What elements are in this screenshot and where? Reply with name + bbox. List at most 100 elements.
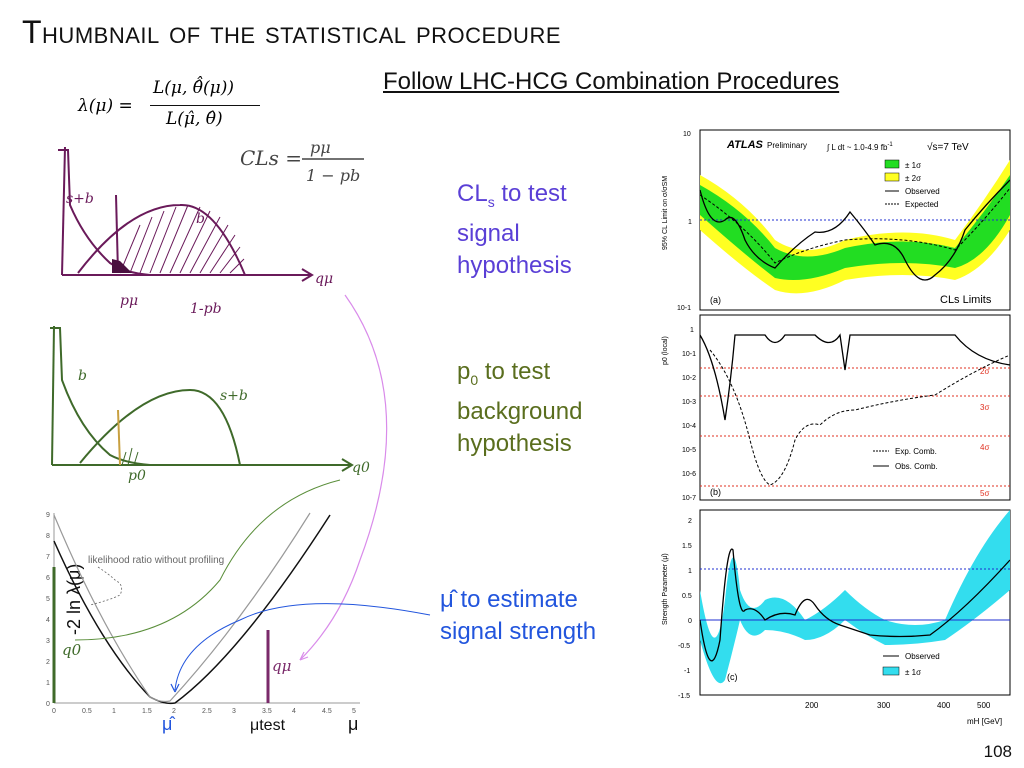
panel-a: ATLAS Preliminary ∫ L dt ~ 1.0-4.9 fb-1 …	[662, 129, 1011, 312]
cls-label-sub: s	[487, 193, 495, 210]
panel-b: Exp. Comb. Obs. Comb. 2σ 3σ 4σ 5σ (b) 1 …	[662, 314, 1011, 502]
lambda-xtick: 2.5	[202, 708, 212, 715]
svg-text:10-3: 10-3	[682, 399, 696, 406]
cls-formula-den: 1 − pb	[306, 166, 360, 185]
lambda-ytick: 7	[46, 554, 50, 561]
svg-text:10-5: 10-5	[682, 447, 696, 454]
atlas-lumi: ∫ L dt ~ 1.0-4.9 fb-1	[826, 142, 893, 152]
formula-numerator: L(μ, θ̂̂(μ))	[153, 78, 234, 98]
slide-title: Thumbnail of the statistical procedure	[22, 14, 562, 50]
sketch1-pmu-label: pμ	[120, 293, 138, 309]
cls-formula-num: pμ	[310, 138, 331, 157]
atlas-preliminary: Preliminary	[767, 141, 807, 150]
sketch2-b-curve	[50, 327, 151, 466]
lambda-ytick: 4	[46, 617, 50, 624]
sigma-2: 2σ	[980, 367, 989, 376]
qmu-label: qμ	[272, 657, 291, 675]
sketch2-cut-line	[117, 409, 121, 466]
panel-a-ylabel: 95% CL Limit on σ/σSM	[662, 176, 669, 250]
band-c	[700, 510, 1010, 684]
observed-c-curve	[699, 548, 1011, 662]
sketch1-pmu-fill	[112, 259, 132, 273]
legend-b-exp: Exp. Comb.	[895, 447, 937, 456]
lambda-xtick: 2	[172, 708, 176, 715]
panel-c-yticks: 2 1.5 1 0.5 0 -0.5 -1 -1.5	[678, 518, 692, 700]
page-number: 108	[983, 742, 1012, 761]
panel-a-tick-10: 10	[683, 131, 691, 138]
p0-label-sub: 0	[470, 371, 479, 388]
svg-text:-0.5: -0.5	[678, 643, 690, 650]
lambda-ytick: 9	[46, 512, 50, 519]
slide-subtitle: Follow LHC-HCG Combination Procedures	[383, 68, 840, 95]
svg-text:10-2: 10-2	[682, 375, 696, 382]
lambda-ytick: 1	[46, 680, 50, 687]
lambda-xtick: 0	[52, 708, 56, 715]
sketch1-cut-line	[115, 194, 119, 274]
cls-label: CLs to test signal hypothesis	[457, 178, 572, 282]
lambda-xtick: 3	[232, 708, 236, 715]
sketch2-x-axis	[52, 458, 354, 472]
svg-text:-1.5: -1.5	[678, 693, 690, 700]
cls-label-line3: hypothesis	[457, 251, 572, 279]
svg-text:500: 500	[977, 701, 991, 710]
lambda-ytick: 6	[46, 575, 50, 582]
sketch2-b-label: b	[78, 368, 87, 384]
cls-label-cl: CL	[457, 180, 488, 207]
sketch2-sb-label: s+b	[220, 388, 248, 404]
panel-b-ylabel: p0 (local)	[662, 336, 669, 365]
expected-curve	[699, 187, 1011, 264]
sketch2-p0-label: p0	[128, 468, 146, 484]
lambda-xtick: 4	[292, 708, 296, 715]
panel-c-ylabel: Strength Parameter (μ̂)	[662, 553, 669, 625]
svg-text:300: 300	[877, 701, 891, 710]
mu-label: μ	[348, 714, 358, 734]
svg-text:400: 400	[937, 701, 951, 710]
p0-sketch: b s+b p0 q0	[50, 325, 370, 484]
p0-label-line2: background	[457, 397, 583, 425]
legend-a-expected: Expected	[905, 200, 938, 209]
panel-a-title: CLs Limits	[940, 294, 992, 306]
panel-b-yticks: 1 10-1 10-2 10-3 10-4 10-5 10-6 10-7	[682, 327, 696, 502]
svg-text:1: 1	[690, 327, 694, 334]
muhat-label-line1: μ̂ to estimate	[440, 586, 578, 613]
cls-formula-lhs: CLs =	[240, 146, 302, 170]
mutest-label: μtest	[250, 717, 286, 734]
observed-curve	[699, 179, 1011, 281]
lambda-ytick: 0	[46, 701, 50, 708]
svg-text:1.5: 1.5	[682, 543, 692, 550]
sigma-5: 5σ	[980, 489, 989, 498]
profiled-curve	[53, 514, 331, 705]
formula-fraction-bar	[150, 105, 260, 106]
sketch1-sb-curve	[58, 149, 151, 276]
panel-a-tag: (a)	[710, 295, 721, 305]
svg-text:10-6: 10-6	[682, 471, 696, 478]
sketch1-x-axis	[62, 268, 314, 282]
cls-sketch: s+b b pμ 1-pb qμ CLs = pμ 1 − pb	[58, 138, 364, 317]
sketch1-b-curve	[77, 203, 246, 276]
atlas-brand: ATLAS	[726, 139, 764, 151]
svg-text:10-1: 10-1	[682, 351, 696, 358]
p0-label-to-test: to test	[478, 358, 551, 385]
legend-b-obs: Obs. Comb.	[895, 462, 938, 471]
sketch1-axis-label: qμ	[315, 271, 333, 287]
cls-label-to-test: to test	[494, 180, 567, 207]
p0-label-p: p	[457, 358, 471, 385]
panel-c-xticks: 200 300 400 500	[805, 701, 991, 710]
formula-denominator: L(μ̂, θ̂)	[166, 109, 223, 129]
band-1sigma	[700, 175, 1010, 281]
sketch1-sb-label: s+b	[66, 191, 94, 207]
svg-text:0: 0	[688, 618, 692, 625]
lambda-xtick: 3.5	[262, 708, 272, 715]
cls-label-line2: signal	[457, 219, 520, 247]
sketch2-axis-label: q0	[352, 460, 370, 476]
lambda-xtick: 0.5	[82, 708, 92, 715]
obs-comb-curve	[699, 333, 1011, 421]
exp-comb-curve	[709, 349, 1011, 486]
legend-c-1sigma: ± 1σ	[905, 668, 921, 677]
panel-c: Observed ± 1σ (c) 2 1.5 1 0.5 0 -0.5 -1 …	[662, 509, 1011, 726]
q0-label: q0	[62, 641, 82, 659]
lambda-xtick: 4.5	[322, 708, 332, 715]
legend-a-observed: Observed	[905, 187, 940, 196]
sketch1-1-pb-label: 1-pb	[190, 301, 222, 317]
